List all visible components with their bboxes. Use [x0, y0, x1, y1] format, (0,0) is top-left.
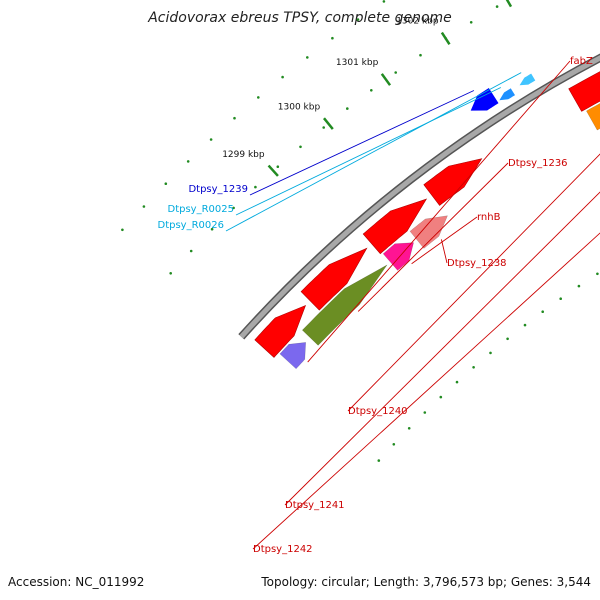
- gene-label-leader: [411, 216, 478, 265]
- guide-dot: [370, 89, 373, 92]
- guide-dot: [209, 138, 213, 141]
- genome-summary-text: Topology: circular; Length: 3,796,573 bp…: [260, 575, 591, 589]
- gene-label-leader: [357, 162, 509, 312]
- guide-dot: [121, 228, 124, 232]
- gene-label-leader: [440, 239, 448, 264]
- guide-dot: [419, 53, 422, 57]
- guide-dot: [257, 96, 260, 99]
- guide-dot: [377, 459, 381, 462]
- guide-dot: [232, 206, 235, 210]
- map-title: Acidovorax ebreus TPSY, complete genome: [147, 10, 452, 26]
- feature-label[interactable]: Dtpsy_R0025: [168, 204, 235, 215]
- gene-label[interactable]: fabZ: [570, 56, 593, 67]
- guide-dot: [523, 323, 527, 327]
- annotated-gene-arrow[interactable]: [279, 342, 306, 370]
- gene-label-leader: [284, 191, 600, 506]
- gene-label-leader: [307, 60, 571, 363]
- tick-mark: [380, 73, 392, 86]
- feature-label[interactable]: Dtpsy_1239: [188, 184, 248, 195]
- guide-dot: [356, 18, 360, 21]
- guide-dot: [210, 227, 214, 231]
- guide-dot: [439, 395, 443, 399]
- guide-dot: [455, 380, 459, 384]
- guide-dot: [382, 0, 386, 3]
- guide-dot: [506, 337, 509, 341]
- guide-dot: [472, 366, 475, 369]
- reverse-feature-arrow[interactable]: [519, 73, 536, 86]
- guide-dot: [346, 107, 349, 110]
- annotated-gene-arrow[interactable]: [301, 264, 388, 346]
- forward-gene-arrow[interactable]: [300, 247, 368, 311]
- tick-label: 1299 kbp: [222, 150, 265, 160]
- accession-text: Accession: NC_011992: [8, 575, 144, 589]
- gene-label[interactable]: Dtpsy_1241: [285, 500, 345, 511]
- guide-dot: [233, 116, 236, 120]
- backbone-ring: [239, 55, 600, 339]
- gene-label[interactable]: rnhB: [477, 212, 501, 223]
- feature-label[interactable]: Dtpsy_R0026: [158, 220, 225, 231]
- guide-dot: [541, 310, 544, 314]
- guide-dot: [392, 443, 396, 446]
- gene-label[interactable]: Dtpsy_1236: [508, 158, 568, 169]
- feature-label-leader: [225, 72, 522, 232]
- guide-dot: [331, 36, 334, 40]
- gene-label[interactable]: Dtpsy_1242: [253, 544, 313, 555]
- reverse-feature-arrow[interactable]: [470, 88, 499, 111]
- guide-dot: [276, 165, 280, 168]
- guide-dot: [306, 56, 309, 59]
- gene-label[interactable]: Dtpsy_1238: [447, 258, 507, 269]
- guide-dot: [469, 21, 473, 24]
- guide-dot: [169, 272, 172, 275]
- tick-label: 1302 kbp: [396, 17, 439, 27]
- tick-label: 1300 kbp: [278, 103, 321, 113]
- tick-mark: [267, 164, 279, 177]
- gene-label[interactable]: Dtpsy_1240: [348, 406, 408, 417]
- reverse-feature-arrow[interactable]: [499, 88, 515, 101]
- gene-label-layer: fabZ Dtpsy_1236 rnhB Dtpsy_1238 Dtpsy_1240 Dt…: [158, 56, 600, 555]
- forward-gene-arrow[interactable]: [254, 304, 307, 358]
- guide-dot: [189, 249, 193, 253]
- gene-label-leader: [347, 153, 600, 412]
- feature-label-leader: [235, 87, 501, 216]
- annotated-gene-arrow[interactable]: [409, 215, 448, 249]
- tick-label: 1301 kbp: [336, 58, 379, 68]
- guide-dot: [495, 5, 499, 8]
- guide-dot: [322, 126, 326, 129]
- genome-backbone: [238, 53, 600, 340]
- guide-dot: [394, 71, 398, 74]
- feature-label-leader: [249, 90, 475, 196]
- guide-dot: [596, 272, 599, 276]
- guide-dot: [142, 205, 146, 208]
- guide-dot: [299, 145, 302, 149]
- guide-dot: [559, 297, 562, 301]
- annotated-gene-arrow[interactable]: [586, 74, 600, 131]
- guide-dot: [164, 182, 168, 185]
- guide-dot: [423, 411, 427, 414]
- tick-mark: [505, 0, 513, 8]
- guide-dot: [186, 160, 190, 163]
- forward-gene-arrow[interactable]: [568, 44, 600, 112]
- guide-dot: [444, 37, 448, 40]
- gene-layer: [254, 44, 600, 370]
- guide-dot: [577, 284, 581, 288]
- guide-dot: [281, 75, 284, 79]
- gene-label-leader: [252, 232, 600, 550]
- guide-dot: [254, 185, 257, 189]
- forward-gene-arrow[interactable]: [362, 198, 428, 255]
- dotted-guide-layer: [121, 0, 599, 462]
- tick-mark: [323, 117, 334, 130]
- guide-dot: [489, 351, 492, 355]
- guide-dot: [407, 427, 411, 430]
